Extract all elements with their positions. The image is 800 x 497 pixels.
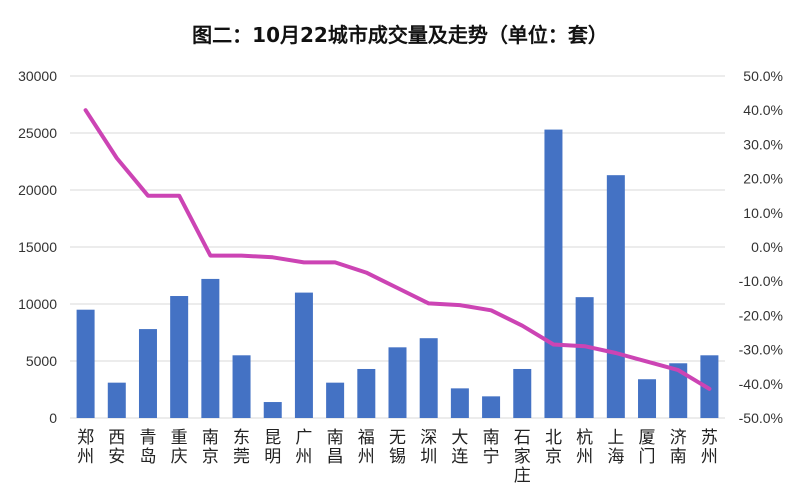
bar xyxy=(357,368,376,418)
category-label: 深圳 xyxy=(420,428,437,467)
bar xyxy=(294,292,313,418)
right-axis: -50.0% -40.0% -30.0% -20.0% -10.0% 0.0% 10.0% 2… xyxy=(739,68,783,426)
category-label: 青岛 xyxy=(139,428,156,467)
category-label: 福州 xyxy=(358,428,375,467)
bar xyxy=(232,355,251,418)
y-left-tick-label: 5000 xyxy=(26,353,57,369)
bar xyxy=(326,382,345,418)
bar xyxy=(575,297,594,418)
bar xyxy=(170,296,189,418)
bar xyxy=(201,278,220,418)
chart-title: 图二：10月22城市成交量及走势（单位：套） xyxy=(192,23,608,47)
bar xyxy=(388,347,407,418)
category-label: 济南 xyxy=(670,428,687,467)
category-label: 杭州 xyxy=(576,428,593,467)
bar xyxy=(419,338,438,418)
y-right-tick-label: 10.0% xyxy=(743,205,783,221)
category-label: 大连 xyxy=(451,428,468,467)
bar xyxy=(638,379,657,418)
y-left-tick-label: 15000 xyxy=(18,239,57,255)
y-left-tick-label: 20000 xyxy=(18,182,57,198)
category-label: 昆明 xyxy=(264,428,281,467)
y-left-tick-label: 30000 xyxy=(18,68,57,84)
category-label: 重庆 xyxy=(171,428,188,467)
bar xyxy=(107,382,126,418)
category-label: 上海 xyxy=(607,428,624,467)
y-left-tick-label: 25000 xyxy=(18,125,57,141)
bar xyxy=(513,368,532,418)
category-label: 苏州 xyxy=(701,428,718,467)
category-label: 东莞 xyxy=(233,428,250,467)
category-label: 石家庄 xyxy=(514,428,531,486)
y-right-tick-label: -40.0% xyxy=(739,376,783,392)
left-axis: 0 5000 10000 15000 20000 25000 30000 xyxy=(18,68,57,426)
category-label: 南昌 xyxy=(327,428,344,467)
category-label: 南京 xyxy=(202,428,219,467)
category-label: 北京 xyxy=(545,428,562,467)
y-right-tick-label: -20.0% xyxy=(739,307,783,323)
y-right-tick-label: 0.0% xyxy=(751,239,783,255)
category-label: 南宁 xyxy=(483,428,500,467)
y-right-tick-label: 30.0% xyxy=(743,136,783,152)
bar xyxy=(138,329,157,418)
category-label: 无锡 xyxy=(389,428,406,467)
bar xyxy=(544,129,563,418)
category-label: 西安 xyxy=(108,428,125,467)
bar xyxy=(76,309,95,418)
bar xyxy=(669,363,688,418)
bar xyxy=(606,175,625,418)
trend-line xyxy=(83,108,712,391)
y-right-tick-label: -30.0% xyxy=(739,342,783,358)
category-label: 郑州 xyxy=(77,428,94,467)
bar xyxy=(450,388,469,418)
y-right-tick-label: 50.0% xyxy=(743,68,783,84)
category-label: 厦门 xyxy=(639,428,656,467)
y-left-tick-label: 0 xyxy=(49,410,57,426)
y-right-tick-label: 20.0% xyxy=(743,171,783,187)
y-right-tick-label: -50.0% xyxy=(739,410,783,426)
bar xyxy=(482,396,501,418)
y-left-tick-label: 10000 xyxy=(18,296,57,312)
bar xyxy=(263,402,282,418)
category-label: 广州 xyxy=(295,428,312,467)
category-axis: 郑州西安青岛重庆南京东莞昆明广州南昌福州无锡深圳大连南宁石家庄北京杭州上海厦门济… xyxy=(77,428,718,486)
line-series xyxy=(83,108,712,391)
y-right-tick-label: 40.0% xyxy=(743,102,783,118)
y-right-tick-label: -10.0% xyxy=(739,273,783,289)
bar-series xyxy=(76,129,719,418)
